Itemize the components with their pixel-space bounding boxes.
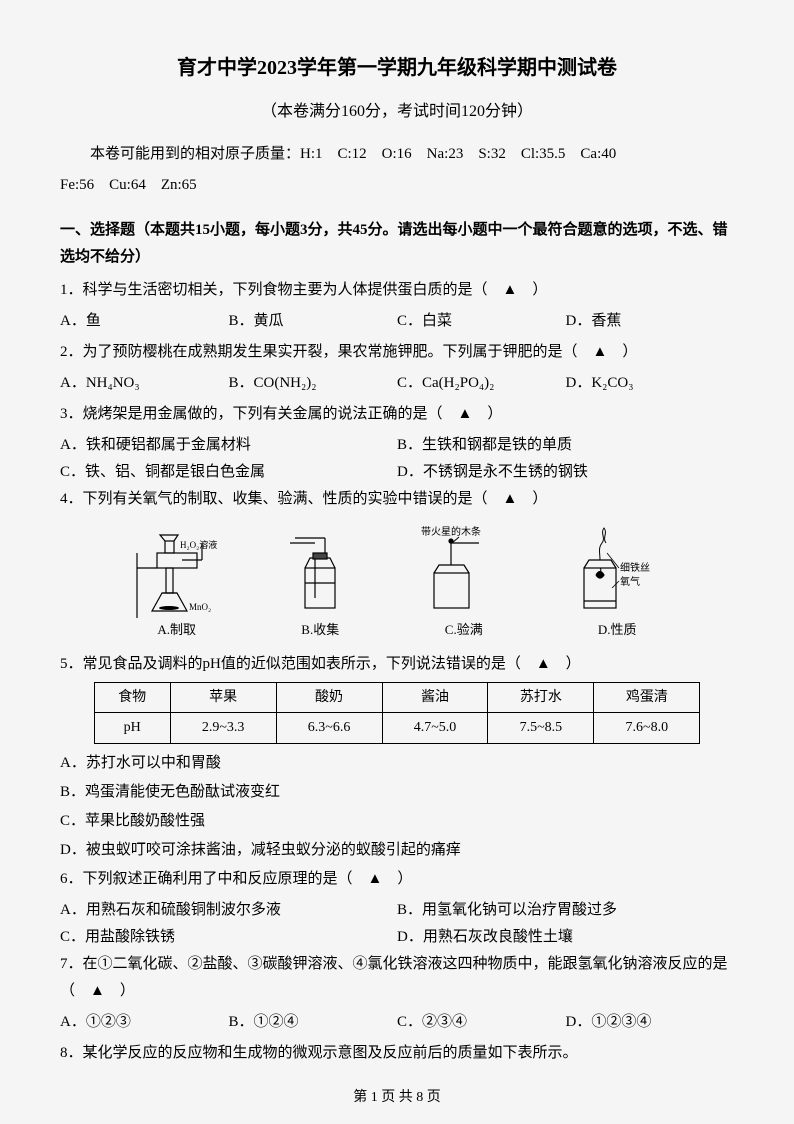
q5-ph-table: 食物 苹果 酸奶 酱油 苏打水 鸡蛋清 pH 2.9~3.3 6.3~6.6 4… [94,682,701,743]
wire-label: 细铁丝 [620,561,650,574]
q4-label-b: B.收集 [285,618,355,641]
q1-opt-c: C．白菜 [397,308,566,335]
q4-label-d: D.性质 [572,618,662,641]
th-yogurt: 酸奶 [276,683,382,713]
q8-stem: 8．某化学反应的反应物和生成物的微观示意图及反应前后的质量如下表所示。 [60,1040,734,1067]
th-food: 食物 [94,683,170,713]
q2-opt-a: A．NH₄NO₃ [60,370,229,397]
q5-opt-d: D．被虫蚁叮咬可涂抹酱油，减轻虫蚁分泌的蚁酸引起的痛痒 [60,837,734,864]
q3-options: A．铁和硬铝都属于金属材料 B．生铁和钢都是铁的单质 C．铁、铝、铜都是银白色金… [60,432,734,486]
q1-opt-b: B．黄瓜 [229,308,398,335]
q6-stem: 6．下列叙述正确利用了中和反应原理的是（ ▲ ） [60,866,734,893]
q5-stem: 5．常见食品及调料的pH值的近似范围如表所示，下列说法错误的是（ ▲ ） [60,651,734,678]
q4-figures: H₂O₂溶液 MnO₂ A.制取 B.收集 [100,523,694,641]
h2o2-label: H₂O₂溶液 [180,539,217,550]
atomic-mass-line-1: 本卷可能用到的相对原子质量：H:1 C:12 O:16 Na:23 S:32 C… [60,141,734,168]
q6-opt-b: B．用氢氧化钠可以治疗胃酸过多 [397,897,734,924]
q7-opt-b: B．①②④ [229,1009,398,1036]
q2-options: A．NH₄NO₃ B．CO(NH₂)₂ C．Ca(H₂PO₄)₂ D．K₂CO₃ [60,370,734,397]
q3-opt-d: D．不锈钢是永不生锈的钢铁 [397,459,734,486]
q6-opt-a: A．用熟石灰和硫酸铜制波尔多液 [60,897,397,924]
page-footer: 第 1 页 共 8 页 [60,1085,734,1110]
q7-options: A．①②③ B．①②④ C．②③④ D．①②③④ [60,1009,734,1036]
table-row: 食物 苹果 酸奶 酱油 苏打水 鸡蛋清 [94,683,700,713]
q6-opt-c: C．用盐酸除铁锈 [60,924,397,951]
q6-options: A．用熟石灰和硫酸铜制波尔多液 B．用氢氧化钠可以治疗胃酸过多 C．用盐酸除铁锈… [60,897,734,951]
q1-options: A．鱼 B．黄瓜 C．白菜 D．香蕉 [60,308,734,335]
th-apple: 苹果 [170,683,276,713]
q4-fig-b: B.收集 [285,523,355,641]
q4-fig-c: 带火星的木条 C.验满 [419,523,509,641]
q2-stem: 2．为了预防樱桃在成熟期发生果实开裂，果农常施钾肥。下列属于钾肥的是（ ▲ ） [60,339,734,366]
q2-opt-c: C．Ca(H₂PO₄)₂ [397,370,566,397]
q7-stem: 7．在①二氧化碳、②盐酸、③碳酸钾溶液、④氯化铁溶液这四种物质中，能跟氢氧化钠溶… [60,951,734,1005]
q7-opt-d: D．①②③④ [566,1009,735,1036]
q5-opt-a: A．苏打水可以中和胃酸 [60,750,734,777]
oxygen-label: 氧气 [620,575,640,588]
mno2-label: MnO₂ [189,602,211,612]
q3-stem: 3．烧烤架是用金属做的，下列有关金属的说法正确的是（ ▲ ） [60,401,734,428]
q3-opt-b: B．生铁和钢都是铁的单质 [397,432,734,459]
page-subtitle: （本卷满分160分，考试时间120分钟） [60,98,734,127]
q5-opt-c: C．苹果比酸奶酸性强 [60,808,734,835]
q6-opt-d: D．用熟石灰改良酸性土壤 [397,924,734,951]
q5-opt-b: B．鸡蛋清能使无色酚酞试液变红 [60,779,734,806]
q1-opt-a: A．鱼 [60,308,229,335]
test-bottle-icon: 带火星的木条 [419,523,509,618]
atomic-mass-line-2: Fe:56 Cu:64 Zn:65 [60,172,734,199]
flask-apparatus-icon: H₂O₂溶液 MnO₂ [132,523,222,618]
q4-label-c: C.验满 [419,618,509,641]
q4-fig-a: H₂O₂溶液 MnO₂ A.制取 [132,523,222,641]
q4-stem: 4．下列有关氧气的制取、收集、验满、性质的实验中错误的是（ ▲ ） [60,486,734,513]
section-1-head: 一、选择题（本题共15小题，每小题3分，共45分。请选出每小题中一个最符合题意的… [60,217,734,271]
page-title: 育才中学2023学年第一学期九年级科学期中测试卷 [60,50,734,86]
td-val-4: 7.5~8.5 [488,713,594,743]
td-val-5: 7.6~8.0 [594,713,700,743]
q3-opt-c: C．铁、铝、铜都是银白色金属 [60,459,397,486]
q7-opt-c: C．②③④ [397,1009,566,1036]
q1-stem: 1．科学与生活密切相关，下列食物主要为人体提供蛋白质的是（ ▲ ） [60,277,734,304]
th-soda: 苏打水 [488,683,594,713]
q2-opt-d: D．K₂CO₃ [566,370,735,397]
th-soy: 酱油 [382,683,488,713]
q3-opt-a: A．铁和硬铝都属于金属材料 [60,432,397,459]
wood-label: 带火星的木条 [421,525,481,538]
wire-bottle-icon: 细铁丝 氧气 [572,523,662,618]
q4-label-a: A.制取 [132,618,222,641]
th-egg: 鸡蛋清 [594,683,700,713]
td-ph-label: pH [94,713,170,743]
q1-opt-d: D．香蕉 [566,308,735,335]
gas-bottle-icon [285,523,355,618]
q2-opt-b: B．CO(NH₂)₂ [229,370,398,397]
td-val-1: 2.9~3.3 [170,713,276,743]
td-val-2: 6.3~6.6 [276,713,382,743]
table-row: pH 2.9~3.3 6.3~6.6 4.7~5.0 7.5~8.5 7.6~8… [94,713,700,743]
td-val-3: 4.7~5.0 [382,713,488,743]
q7-opt-a: A．①②③ [60,1009,229,1036]
q4-fig-d: 细铁丝 氧气 D.性质 [572,523,662,641]
